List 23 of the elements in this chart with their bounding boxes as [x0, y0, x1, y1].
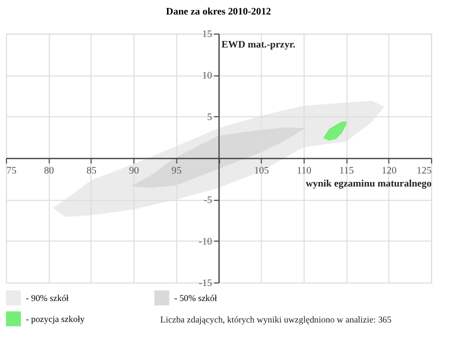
- y-tick-label: 5: [207, 112, 212, 124]
- x-tick-label: 90: [129, 165, 140, 176]
- y-tick-label: 15: [202, 29, 212, 40]
- legend-label: - 50% szkół: [174, 292, 218, 303]
- legend-label: - 90% szkół: [26, 292, 70, 303]
- x-tick-label: 80: [44, 165, 54, 176]
- chart-title: Dane za okres 2010-2012: [166, 6, 272, 18]
- x-tick-label: 120: [382, 165, 397, 176]
- x-tick-label: 75: [6, 165, 16, 176]
- x-tick-label: 105: [254, 165, 270, 176]
- text: Liczba zdających, których wyniki uwzględniono w analizie: 365: [160, 314, 392, 324]
- legend-label: - pozycja szkoły: [26, 314, 86, 324]
- x-tick-label: 95: [172, 165, 182, 176]
- y-axis-title: EWD mat.-przyr.: [222, 40, 296, 51]
- x-axis-title: wynik egzaminu maturalnego: [306, 178, 432, 190]
- y-tick-label: -15: [198, 278, 212, 289]
- y-tick-label: 10: [202, 70, 212, 82]
- x-tick-label: 115: [339, 165, 354, 176]
- y-tick-label: -10: [198, 236, 212, 248]
- y-tick-label: -5: [204, 194, 212, 206]
- x-tick-label: 110: [296, 165, 312, 176]
- x-tick-label: 85: [86, 165, 96, 176]
- x-tick-label: 125: [416, 165, 432, 176]
